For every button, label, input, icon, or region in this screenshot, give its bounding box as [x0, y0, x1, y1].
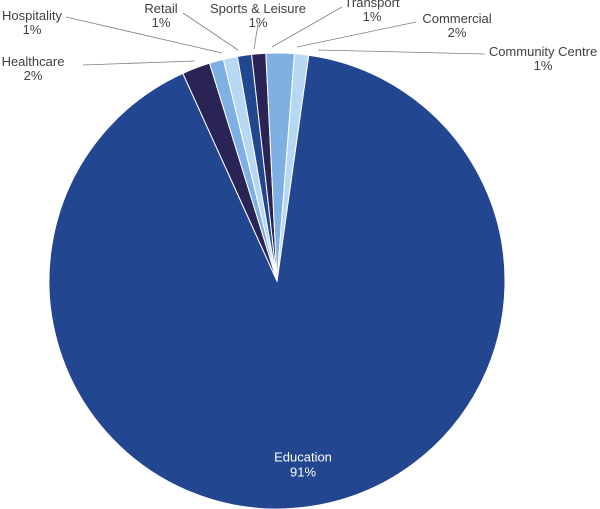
- pie-slice-education: [48, 54, 506, 509]
- slice-label-transport: Transport 1%: [344, 0, 400, 24]
- slice-label-hospitality: Hospitality 1%: [2, 8, 62, 37]
- leader-line-healthcare: [82, 60, 196, 66]
- leader-line-community-centre: [317, 49, 486, 55]
- leader-line-retail: [182, 12, 239, 51]
- slices-layer: [48, 52, 506, 509]
- slice-label-healthcare: Healthcare 2%: [2, 54, 65, 83]
- leader-line-commercial: [296, 21, 417, 48]
- leader-line-sports-leisure: [253, 23, 259, 50]
- leader-line-transport: [271, 6, 343, 48]
- pie-slice-community-centre: [276, 53, 310, 282]
- slice-label-retail: Retail 1%: [144, 1, 177, 30]
- leader-lines: [65, 6, 486, 66]
- slice-labels: Education 91% Healthcare 2% Hospitality 1% Ret…: [2, 0, 598, 480]
- slice-label-community-centre: Community Centre 1%: [489, 44, 597, 73]
- slice-label-education: Education 91%: [274, 450, 332, 480]
- slice-label-sports-leisure: Sports & Leisure 1%: [210, 1, 306, 30]
- leader-line-hospitality: [65, 16, 223, 54]
- slice-label-commercial: Commercial 2%: [422, 11, 491, 40]
